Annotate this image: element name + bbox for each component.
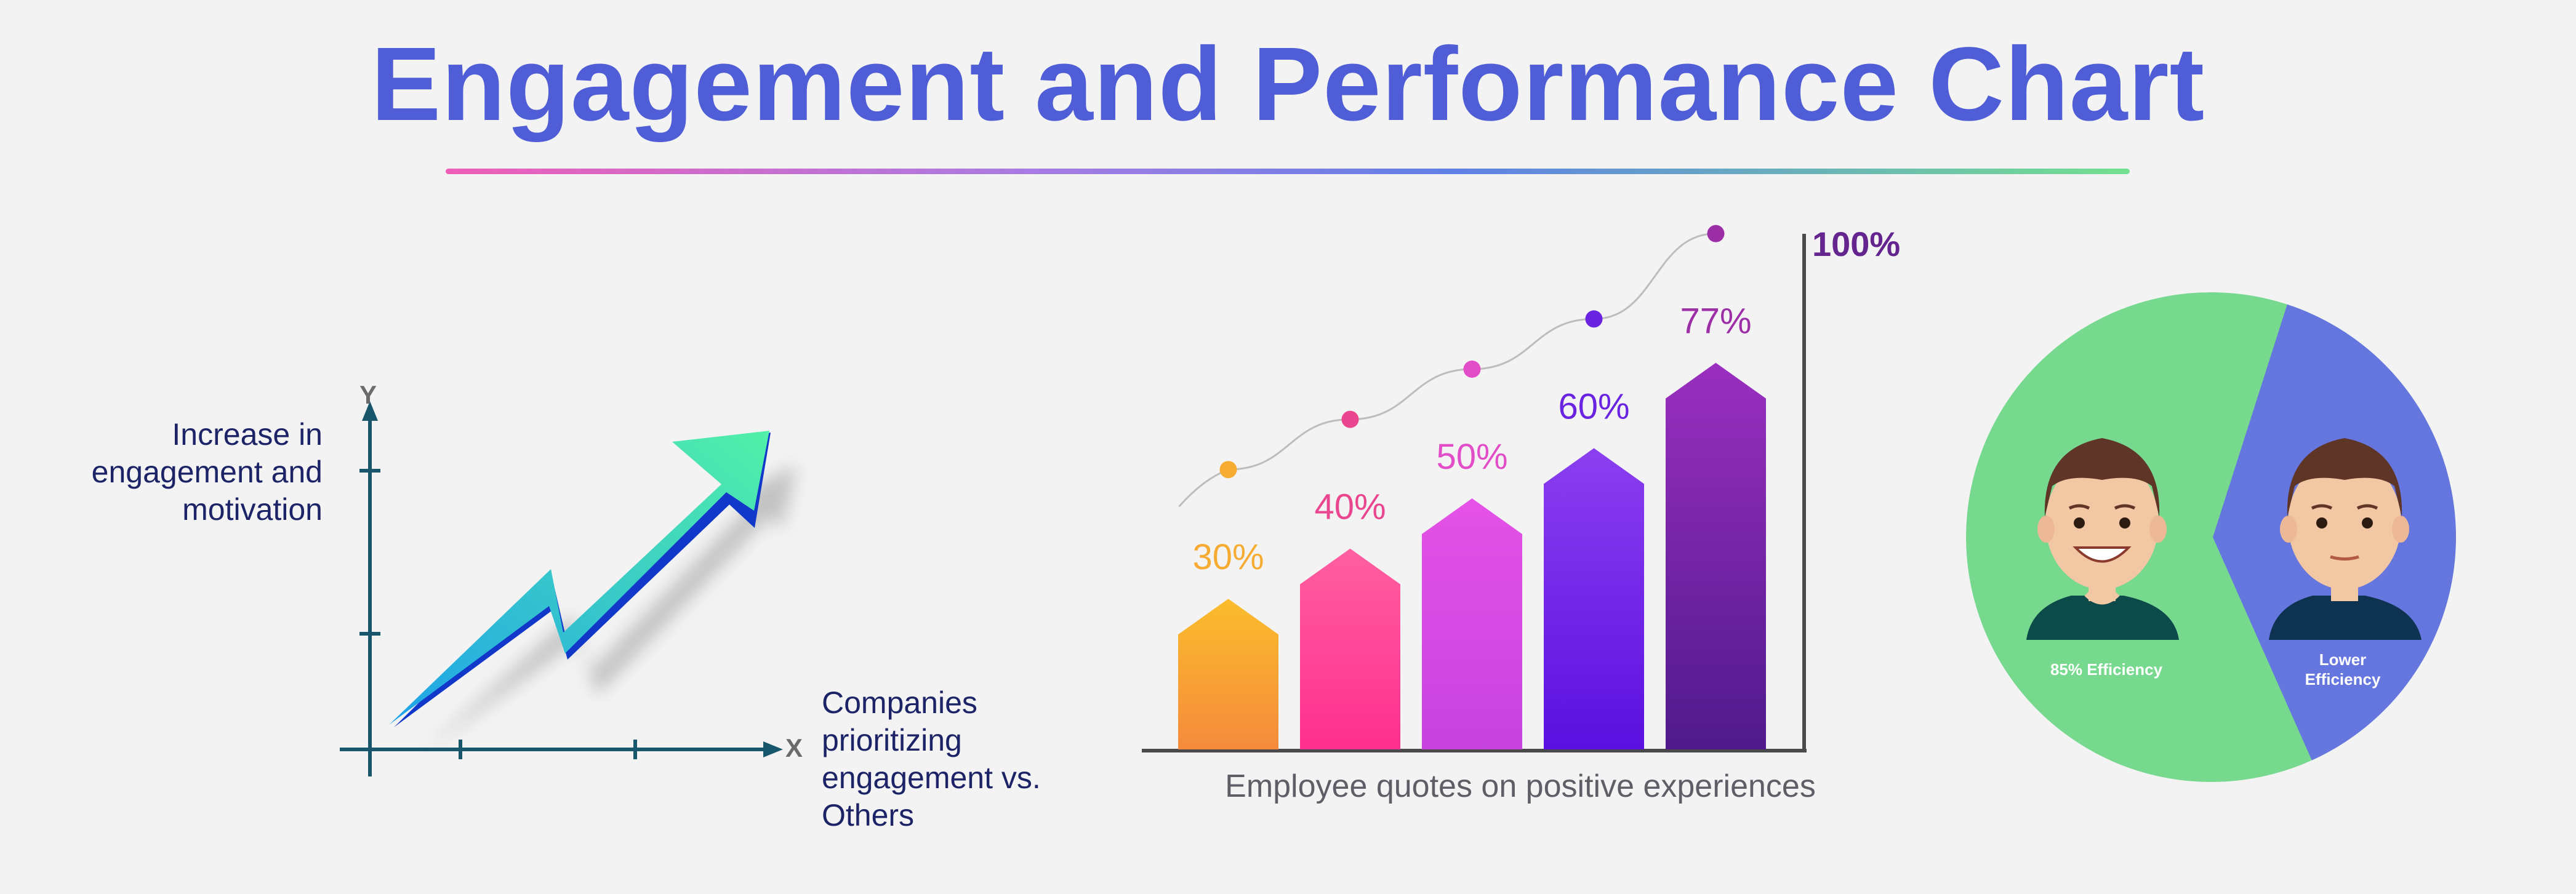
trend-arrow xyxy=(389,431,769,725)
bar-chart-axes xyxy=(1142,234,1807,752)
bar-value-label: 30% xyxy=(1192,537,1264,577)
avatar-neutral xyxy=(2269,438,2422,640)
arrow-shadow xyxy=(425,465,797,751)
x-axis-letter: X xyxy=(785,733,803,762)
bar-3 xyxy=(1422,498,1522,749)
bar-5 xyxy=(1666,362,1766,749)
pie-label-lower-efficiency: Lower Efficiency xyxy=(2305,650,2381,688)
trend-point xyxy=(1219,461,1237,479)
trend-point xyxy=(1585,310,1603,328)
trend-line xyxy=(1178,233,1716,508)
bar-value-label: 50% xyxy=(1436,437,1507,477)
bar-chart-caption: Employee quotes on positive experiences xyxy=(1225,768,1816,804)
bar-2 xyxy=(1300,548,1400,749)
bar-1 xyxy=(1178,599,1278,749)
trend-point xyxy=(1463,361,1481,378)
y-axis-label: Increase in engagement and motivation xyxy=(91,417,323,527)
trend-point xyxy=(1707,225,1725,242)
eye xyxy=(2074,517,2085,529)
y-axis-letter: Y xyxy=(359,380,377,409)
bar-value-label: 60% xyxy=(1558,386,1629,426)
eye xyxy=(2316,517,2327,529)
trend-point xyxy=(1341,410,1359,428)
y-axis xyxy=(359,401,380,776)
page-title: Engagement and Performance Chart xyxy=(371,26,2205,143)
bar-value-label: 40% xyxy=(1314,487,1386,527)
eye xyxy=(2362,517,2373,529)
axis-max-label: 100% xyxy=(1812,225,1900,263)
bar-4 xyxy=(1544,448,1644,749)
title-underline xyxy=(446,169,2130,174)
eye xyxy=(2119,517,2130,529)
avatar-happy xyxy=(2026,438,2179,640)
x-axis-label: Companies prioritizing engagement vs. Ot… xyxy=(822,685,1041,832)
pie-label-efficiency: 85% Efficiency xyxy=(2050,660,2163,679)
arrow-edge xyxy=(394,433,771,727)
bar-value-label: 77% xyxy=(1680,301,1751,341)
x-axis xyxy=(340,740,783,759)
